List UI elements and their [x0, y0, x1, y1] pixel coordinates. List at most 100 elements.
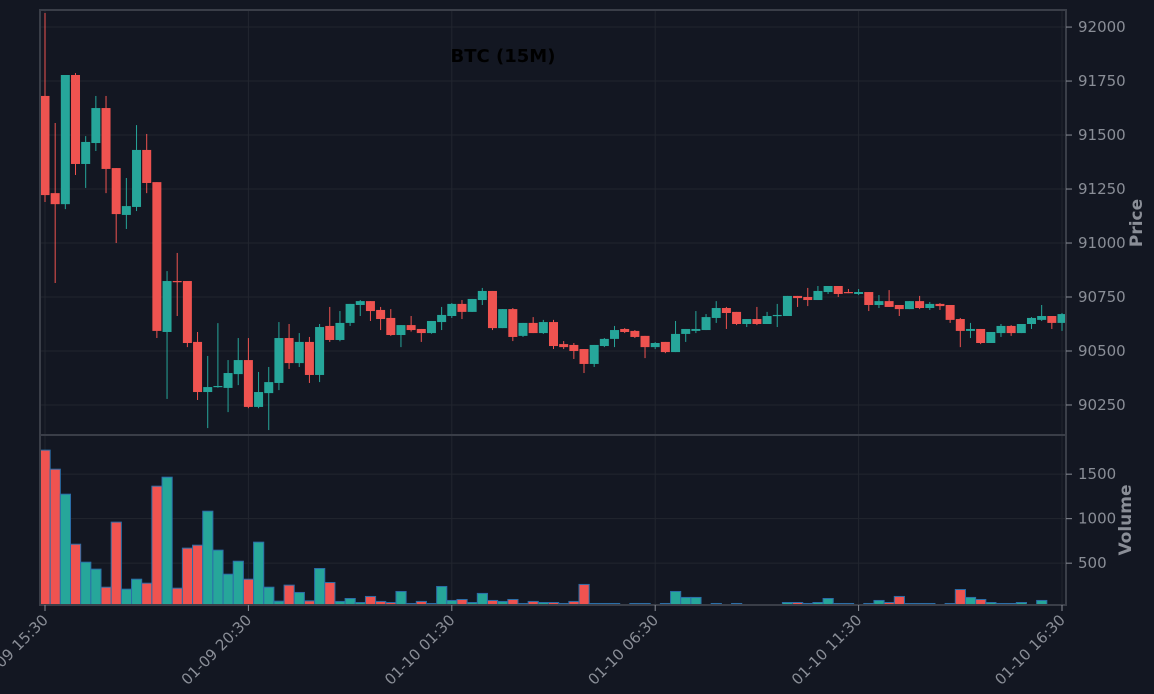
candle-body	[142, 149, 152, 183]
candle-up	[650, 342, 660, 350]
candle-down	[71, 73, 81, 175]
candle-down	[243, 338, 253, 409]
price-axis-title: Price	[1127, 199, 1147, 247]
candle-up	[782, 295, 792, 317]
candle-down	[304, 336, 314, 383]
volume-bar	[49, 468, 61, 606]
candle-body	[996, 325, 1006, 334]
candle-up	[477, 287, 487, 305]
candle-up	[518, 322, 528, 337]
candle-down	[1006, 325, 1016, 336]
candle-body	[487, 290, 497, 329]
candle-up	[1016, 323, 1026, 334]
candle-up	[335, 311, 345, 342]
candle-down	[915, 295, 925, 310]
volume-bar	[141, 582, 153, 606]
volume-bar	[131, 578, 143, 606]
candle-down	[721, 306, 731, 329]
candle-body	[640, 335, 650, 348]
volume-bar	[293, 591, 305, 606]
candle-down	[803, 287, 813, 307]
candle-up	[467, 298, 477, 312]
candle-body	[457, 303, 467, 312]
candle-body	[904, 301, 914, 310]
candle-body	[579, 349, 589, 364]
candle-body	[610, 330, 620, 339]
volume-bar	[578, 583, 590, 606]
candle-body	[630, 330, 640, 337]
candle-body	[274, 338, 284, 383]
candle-body	[721, 308, 731, 313]
candle-body	[518, 322, 528, 336]
candle-down	[884, 290, 894, 307]
candle-up	[223, 360, 233, 413]
price-tick-label: 91500	[1078, 126, 1126, 144]
candle-body	[965, 328, 975, 331]
volume-tick-label: 1500	[1078, 465, 1116, 483]
candle-up	[274, 322, 284, 391]
candle-up	[589, 344, 599, 367]
candle-body	[345, 303, 355, 323]
candle-down	[620, 328, 630, 334]
candle-up	[854, 289, 864, 296]
candle-down	[793, 295, 803, 307]
candle-up	[1057, 312, 1067, 331]
candle-body	[803, 297, 813, 301]
candle-up	[701, 314, 711, 331]
candle-body	[111, 168, 121, 215]
candle-body	[955, 319, 965, 331]
candles	[40, 13, 1067, 431]
candle-body	[854, 292, 864, 294]
candle-down	[284, 323, 294, 369]
volume-tick-label: 500	[1078, 554, 1107, 572]
candle-body	[325, 325, 335, 340]
volume-bar	[59, 493, 72, 606]
candle-body	[376, 309, 386, 320]
candle-down	[528, 317, 538, 334]
volume-bar	[395, 590, 407, 606]
volume-bar	[324, 581, 336, 606]
candle-down	[559, 341, 569, 350]
candle-body	[569, 344, 579, 351]
candle-down	[172, 252, 182, 317]
volume-bar	[222, 573, 234, 606]
candle-body	[782, 295, 792, 317]
candle-body	[762, 316, 772, 324]
candle-body	[121, 206, 131, 215]
candle-down	[752, 306, 762, 326]
candle-down	[50, 122, 60, 283]
candle-body	[671, 333, 681, 353]
volume-bar	[954, 589, 966, 606]
candle-down	[630, 330, 640, 339]
candle-down	[40, 13, 50, 202]
candle-body	[732, 311, 742, 324]
candle-up	[599, 338, 609, 348]
candle-body	[284, 338, 294, 364]
candle-body	[935, 303, 945, 307]
candle-up	[813, 285, 823, 301]
candle-body	[447, 303, 457, 317]
candle-up	[874, 295, 884, 309]
candle-body	[254, 392, 264, 407]
candle-body	[681, 328, 691, 334]
candle-body	[976, 328, 986, 344]
candle-up	[610, 325, 620, 348]
candle-body	[1016, 323, 1026, 334]
candle-up	[233, 338, 243, 386]
candle-body	[508, 309, 518, 337]
candle-up	[904, 301, 914, 310]
volume-bar	[90, 568, 102, 606]
candle-up	[426, 320, 436, 334]
price-tick-label: 90500	[1078, 342, 1126, 360]
candle-up	[996, 323, 1006, 337]
candle-body	[477, 290, 487, 301]
candle-body	[823, 285, 833, 293]
volume-bar	[476, 592, 488, 606]
candle-up	[925, 301, 935, 310]
volume-bar	[670, 590, 682, 606]
candle-up	[203, 355, 213, 429]
candle-body	[152, 182, 162, 331]
candle-up	[213, 323, 223, 388]
volume-bar	[212, 549, 224, 606]
candle-body	[833, 285, 843, 294]
